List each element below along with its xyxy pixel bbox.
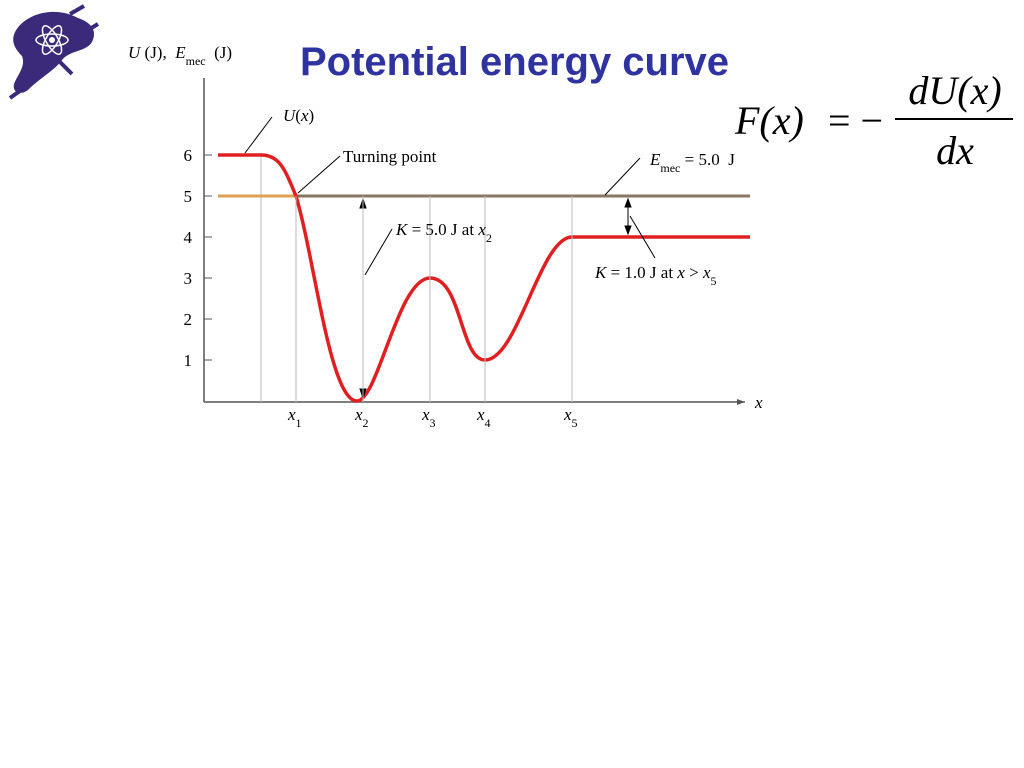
text-segment: >: [685, 263, 703, 282]
annotation: U(x): [283, 106, 314, 125]
arrows: [244, 116, 656, 400]
x-axis-label: x: [754, 393, 763, 412]
text-segment: x: [354, 405, 363, 424]
x-tick-label: x2: [354, 405, 369, 430]
annotation: K = 1.0 J at x > x5: [594, 263, 717, 288]
text-segment: mec: [660, 161, 680, 175]
text-segment: x: [477, 220, 486, 239]
x-axis-arrow: [737, 399, 745, 405]
text-segment: x: [287, 405, 296, 424]
text-segment: (J): [206, 43, 232, 62]
text-segment: 4: [485, 416, 491, 430]
text-segment: K: [395, 220, 409, 239]
y-axis-label: U (J), Emec (J): [128, 43, 232, 68]
logo: [8, 4, 100, 100]
text-segment: (J),: [140, 43, 175, 62]
text-segment: 2: [363, 416, 369, 430]
text-segment: E: [649, 150, 661, 169]
x-tick-label: x4: [476, 405, 491, 430]
title: Potential energy curve: [300, 40, 729, 84]
text-segment: x: [421, 405, 430, 424]
text-segment: x: [702, 263, 711, 282]
equation-lhs: F(x): [734, 98, 804, 143]
annotation: Emec = 5.0 J: [649, 150, 735, 175]
text-segment: K: [594, 263, 608, 282]
text-segment: U: [128, 43, 142, 62]
text-segment: 3: [430, 416, 436, 430]
equation-numerator: dU(x): [908, 68, 1001, 113]
text-segment: x: [676, 263, 685, 282]
text-segment: x: [563, 405, 572, 424]
text-segment: mec: [186, 54, 206, 68]
text-segment: 1: [296, 416, 302, 430]
text-segment: U: [283, 106, 297, 125]
y-tick-label: 3: [184, 269, 193, 288]
text-segment: 2: [486, 231, 492, 245]
x-tick-label: x1: [287, 405, 302, 430]
annotation: Turning point: [343, 147, 437, 166]
text-segment: (: [295, 106, 301, 125]
text-segment: = 1.0 J at: [606, 263, 677, 282]
y-tick-label: 5: [184, 187, 193, 206]
equation-denominator: dx: [936, 128, 974, 173]
text-segment: E: [174, 43, 186, 62]
potential-curve: [218, 153, 750, 403]
text-segment: = 5.0 J at: [407, 220, 478, 239]
y-tick-label: 1: [184, 351, 193, 370]
y-tick-label: 4: [184, 228, 193, 247]
text-segment: ): [309, 106, 315, 125]
text-segment: 5: [572, 416, 578, 430]
text-segment: x: [476, 405, 485, 424]
x-tick-label: x3: [421, 405, 436, 430]
y-tick-label: 6: [184, 146, 193, 165]
text-segment: = 5.0 J: [680, 150, 735, 169]
x-tick-label: x5: [563, 405, 578, 430]
y-tick-label: 2: [184, 310, 193, 329]
equation-sign: = −: [828, 98, 883, 143]
text-segment: x: [300, 106, 309, 125]
text-segment: 5: [711, 274, 717, 288]
annotation: K = 5.0 J at x2: [395, 220, 492, 245]
text-segment: Turning point: [343, 147, 437, 166]
equation: F(x) = − dU(x) dx: [734, 68, 1013, 173]
